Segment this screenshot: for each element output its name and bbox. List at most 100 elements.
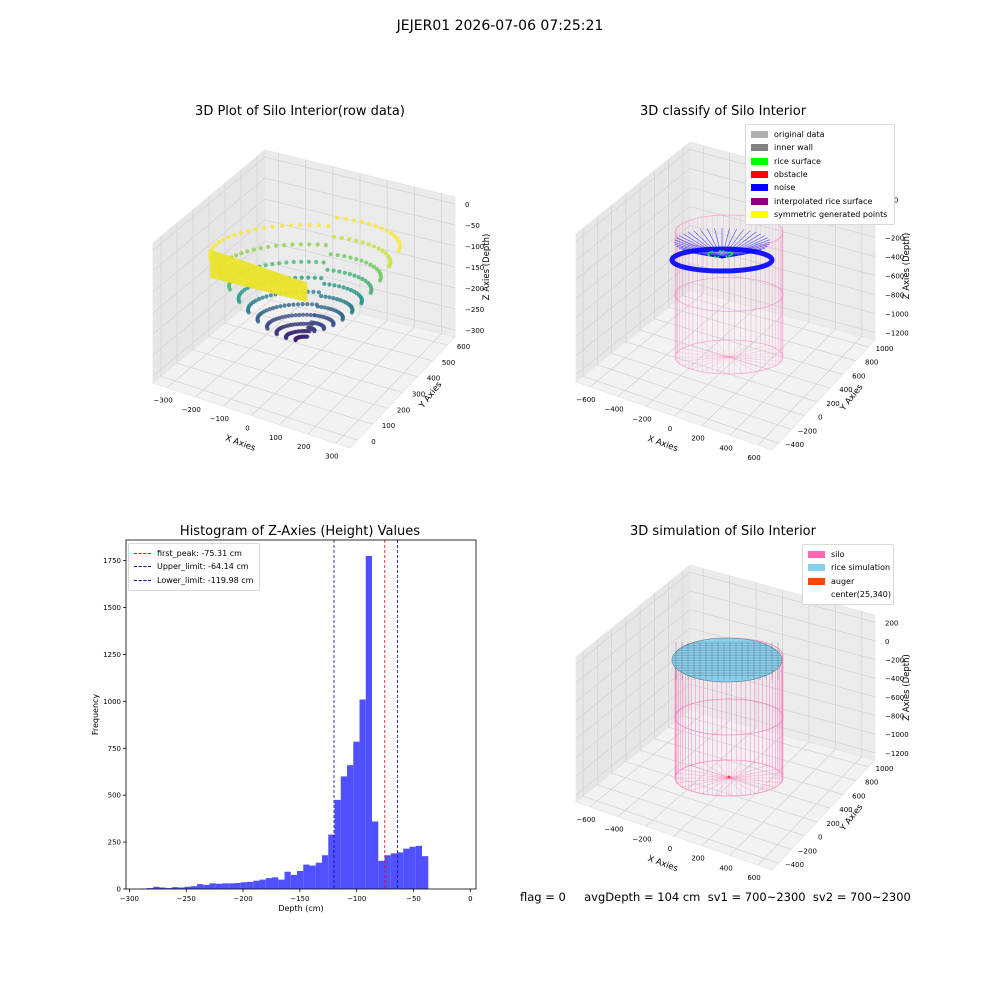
y-tick-label: 600 — [852, 372, 865, 380]
legend-item-obstacle: obstacle — [751, 168, 889, 181]
histogram-bar — [297, 870, 304, 889]
z-tick-label: −1000 — [885, 731, 909, 739]
noise-ray — [721, 235, 765, 259]
scatter-point — [250, 263, 253, 289]
legend-swatch — [808, 551, 825, 559]
scatter-point — [285, 275, 289, 297]
z-gridline — [575, 263, 876, 356]
scatter-point — [323, 294, 328, 299]
silo-floor-spoke — [676, 773, 730, 779]
scatter-point — [278, 273, 282, 296]
silo-floor-spoke — [728, 342, 757, 358]
scatter-point — [302, 281, 306, 302]
plot-frame — [125, 539, 477, 890]
y-tick-label: 0 — [117, 886, 121, 894]
scatter-point — [296, 279, 300, 300]
scatter-point — [280, 274, 284, 296]
scatter-point — [235, 258, 239, 285]
z-gridline — [575, 609, 876, 702]
panel1-3d-scatter: −300−200−1000100200300010020030040050060… — [152, 149, 492, 460]
histogram-bar — [322, 855, 329, 889]
z-tick-label: −1000 — [885, 311, 909, 319]
z-tick-label: −800 — [885, 712, 904, 720]
scatter-point — [210, 245, 215, 250]
legend-item-lower-limit: Lower_limit: -119.98 cm — [134, 574, 254, 587]
y-tick-label: 200 — [397, 406, 410, 414]
scatter-point — [299, 275, 304, 280]
x-gridline — [757, 188, 863, 446]
panel3-legend: first_peak: -75.31 cm Upper_limit: -64.1… — [128, 543, 260, 591]
scatter-point — [246, 228, 251, 234]
scatter-point — [331, 234, 337, 239]
scatter-point — [277, 261, 282, 266]
scatter-point — [263, 263, 268, 268]
panel2-3d-classify: −600−400−2000200400600−400−2000200400600… — [575, 141, 912, 462]
x-tick-label: 0 — [468, 895, 472, 903]
scatter-point — [332, 283, 337, 288]
legend-label: obstacle — [774, 170, 808, 180]
y-gridline — [625, 193, 818, 403]
scatter-point — [367, 221, 372, 226]
scatter-point — [347, 272, 352, 277]
noise-ray — [683, 233, 723, 259]
z-tick-label: −50 — [465, 222, 480, 230]
histogram-bar — [384, 855, 391, 889]
panel3-title: Histogram of Z-Axies (Height) Values — [179, 524, 421, 539]
scatter-point — [348, 255, 353, 260]
y-gridline — [668, 159, 856, 361]
legend-label: original data — [774, 130, 825, 140]
y-tick-label: 1000 — [103, 698, 121, 706]
scatter-point — [284, 260, 289, 265]
y-tick-label: 600 — [457, 343, 470, 351]
silo-floor-spoke — [728, 777, 782, 783]
scatter-point — [299, 259, 304, 264]
x-tick-label: 600 — [747, 874, 760, 882]
panel2-legend: original data inner wall rice surface ob… — [745, 124, 895, 226]
x-tick-label: −200 — [632, 415, 651, 423]
z-tick-label: −1200 — [885, 330, 909, 338]
z-gridline — [152, 156, 456, 251]
scatter-point — [290, 242, 295, 247]
silo-floor-spoke — [728, 356, 782, 362]
scatter-point — [256, 297, 262, 302]
scatter-point — [288, 223, 294, 228]
scatter-point — [319, 293, 324, 299]
scatter-point — [262, 268, 266, 292]
scatter-point — [360, 276, 365, 281]
legend-item-inner-wall: inner wall — [751, 141, 889, 154]
x-tick-label: 200 — [691, 855, 704, 863]
y-tick-label: −400 — [785, 441, 804, 449]
scatter-point — [291, 278, 295, 299]
scatter-point — [224, 254, 228, 282]
scatter-point — [282, 274, 285, 297]
histogram-bar — [259, 879, 266, 889]
scatter-point — [240, 260, 244, 286]
scatter-point — [359, 258, 364, 263]
histogram-bar — [209, 883, 216, 889]
silo-floor-spoke — [676, 352, 730, 358]
y-gridline — [639, 605, 831, 809]
scatter-point — [272, 271, 276, 294]
scatter-point — [258, 246, 263, 251]
x-tick-label: −400 — [604, 826, 623, 834]
x-gridline — [757, 611, 863, 866]
noise-ray — [721, 231, 757, 259]
rice-surface-point — [729, 251, 732, 254]
histogram-bar — [247, 881, 254, 889]
silo-floor-spoke — [714, 340, 730, 358]
silo-floor-spoke — [701, 762, 730, 779]
scatter-point — [352, 273, 357, 278]
scatter-point — [305, 334, 310, 339]
histogram-bar — [422, 856, 429, 889]
scatter-point — [343, 216, 348, 221]
z-axis-label: Z Axies (Depth) — [482, 234, 492, 301]
x-tick-label: 0 — [668, 845, 672, 853]
scatter-point — [354, 238, 359, 243]
legend-item-rice-surface: rice surface — [751, 155, 889, 168]
x-axis-label: X Axies — [646, 434, 679, 454]
scatter-point — [356, 275, 361, 280]
scatter-point — [229, 256, 233, 283]
scatter-point — [288, 276, 292, 298]
y-tick-label: 250 — [108, 839, 121, 847]
scatter-point — [264, 294, 269, 299]
